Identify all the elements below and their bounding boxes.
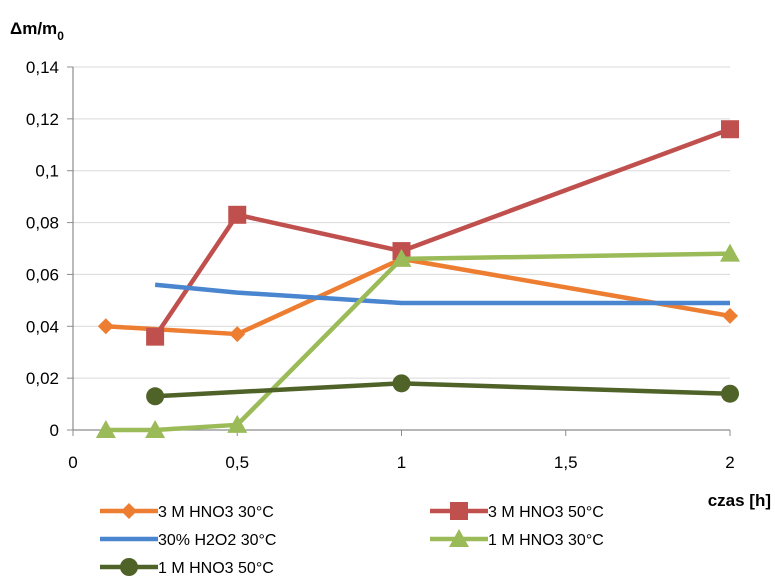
x-tick-labels: 0 0,5 1 1,5 2 — [68, 453, 734, 472]
x-tick-label: 1,5 — [554, 453, 578, 472]
x-tick-label: 0 — [68, 453, 77, 472]
y-tick-labels: 0 0,02 0,04 0,06 0,08 0,1 0,12 0,14 — [26, 58, 59, 440]
data-point-circle — [120, 558, 138, 576]
series-line — [105, 251, 731, 433]
legend-label: 1 M HNO3 30°C — [488, 532, 604, 549]
y-axis-title-main: Δm/m — [10, 19, 57, 38]
data-point-diamond — [722, 307, 738, 324]
x-axis-title: czas [h] — [708, 491, 771, 510]
series-5 — [146, 374, 739, 406]
series-3 — [154, 282, 730, 306]
legend-item: 3 M HNO3 50°C — [430, 502, 604, 521]
data-point-triangle — [95, 420, 116, 438]
x-tick-label: 1 — [397, 453, 406, 472]
y-tick-label: 0 — [50, 421, 59, 440]
x-tick-label: 0,5 — [225, 453, 249, 472]
y-axis-title: Δm/m0 — [10, 19, 64, 43]
data-point-square — [721, 120, 739, 139]
y-tick-label: 0,02 — [26, 369, 59, 388]
data-point-diamond — [229, 326, 246, 343]
legend-label: 1 M HNO3 50°C — [158, 560, 274, 577]
series-group — [95, 120, 740, 438]
data-point-square — [450, 502, 468, 520]
y-tick-label: 0,06 — [26, 265, 59, 284]
legend-label: 3 M HNO3 50°C — [488, 504, 604, 521]
y-axis-title-subscript: 0 — [57, 29, 64, 43]
data-point-square — [228, 205, 247, 224]
series-line — [153, 127, 731, 338]
series-line — [155, 381, 731, 399]
y-tick-label: 0,04 — [26, 317, 59, 336]
legend-item: 1 M HNO3 50°C — [100, 558, 274, 577]
legend: 3 M HNO3 30°C 3 M HNO3 50°C 30% H2O2 30°C 1… — [100, 502, 604, 577]
data-point-triangle — [227, 414, 248, 433]
y-tick-label: 0,14 — [26, 58, 59, 77]
data-point-triangle — [449, 529, 469, 547]
legend-label: 30% H2O2 30°C — [158, 532, 276, 549]
legend-item: 3 M HNO3 30°C — [100, 503, 274, 521]
data-point-circle — [721, 384, 739, 403]
series-line — [154, 282, 730, 306]
series-4 — [95, 243, 740, 438]
x-tick-label: 2 — [725, 453, 734, 472]
data-point-diamond — [121, 503, 137, 519]
legend-item: 1 M HNO3 30°C — [430, 529, 604, 549]
series-2 — [146, 120, 739, 346]
y-tick-label: 0,08 — [26, 214, 59, 233]
data-point-triangle — [720, 243, 740, 262]
data-point-diamond — [97, 318, 114, 335]
data-point-circle — [392, 374, 411, 393]
legend-item: 30% H2O2 30°C — [100, 532, 276, 549]
y-tick-label: 0,12 — [26, 110, 59, 129]
data-point-triangle — [145, 420, 166, 438]
data-point-triangle — [391, 248, 412, 267]
data-point-square — [146, 327, 165, 346]
legend-label: 3 M HNO3 30°C — [158, 504, 274, 521]
y-tick-label: 0,1 — [35, 162, 59, 181]
data-point-circle — [146, 387, 165, 406]
series-1 — [97, 250, 738, 343]
